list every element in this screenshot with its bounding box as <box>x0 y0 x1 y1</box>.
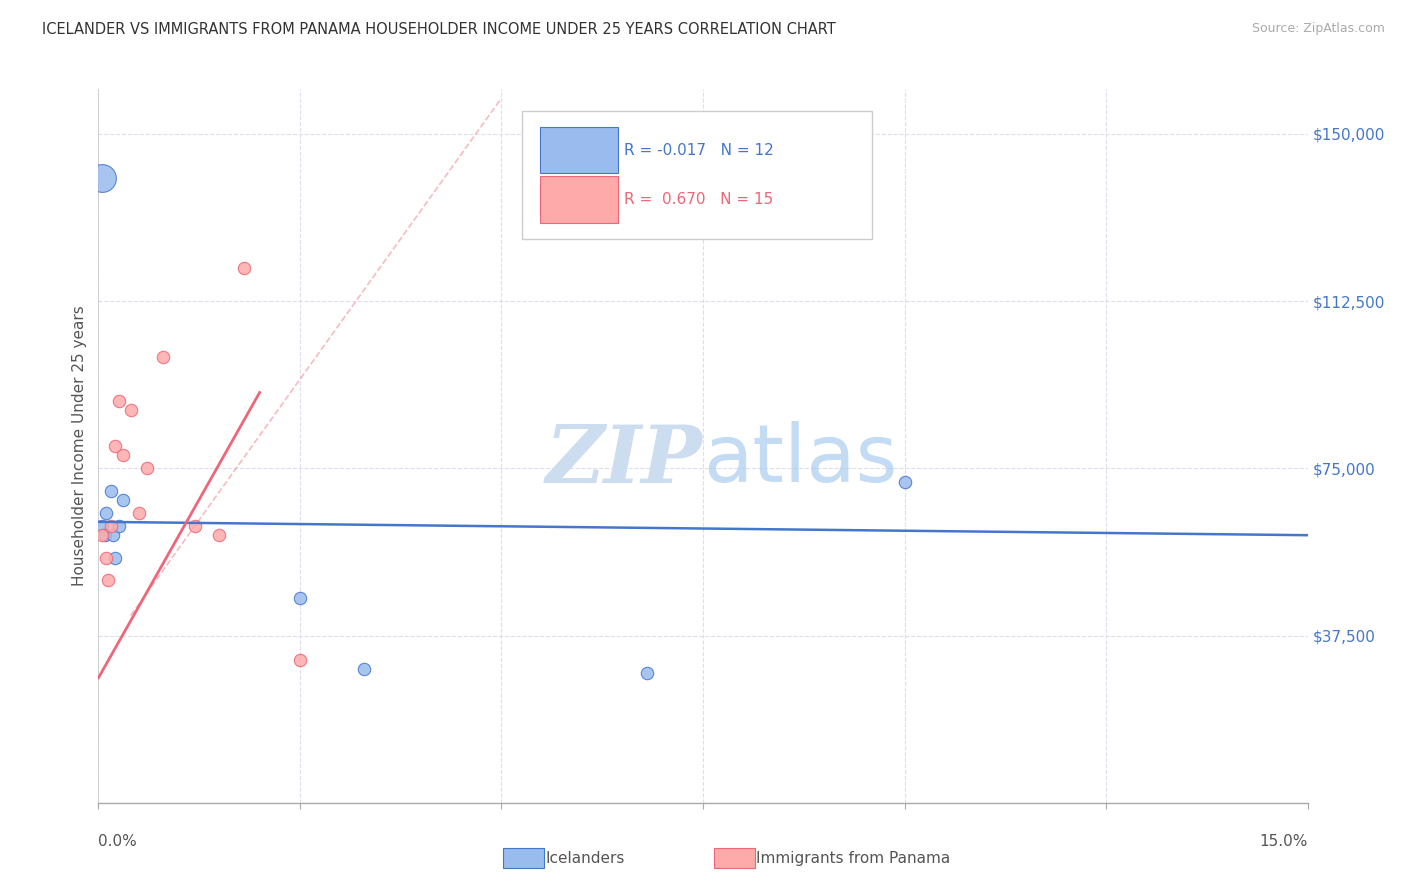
Point <box>232 260 254 275</box>
Point <box>107 394 129 409</box>
Point <box>103 439 125 453</box>
Point <box>103 550 125 565</box>
Point <box>120 403 142 417</box>
Point <box>94 528 117 542</box>
FancyBboxPatch shape <box>522 111 872 239</box>
Point <box>128 506 150 520</box>
Point <box>91 171 114 186</box>
Text: Icelanders: Icelanders <box>546 851 624 865</box>
Point <box>288 653 311 667</box>
Point <box>111 492 134 507</box>
Point <box>288 591 311 605</box>
Point <box>101 528 124 542</box>
Point <box>96 550 118 565</box>
Text: R = -0.017   N = 12: R = -0.017 N = 12 <box>624 143 775 158</box>
Point <box>636 666 658 681</box>
Text: ICELANDER VS IMMIGRANTS FROM PANAMA HOUSEHOLDER INCOME UNDER 25 YEARS CORRELATIO: ICELANDER VS IMMIGRANTS FROM PANAMA HOUS… <box>42 22 837 37</box>
Y-axis label: Householder Income Under 25 years: Householder Income Under 25 years <box>72 306 87 586</box>
Point <box>100 519 122 533</box>
Point <box>91 528 114 542</box>
Point <box>91 519 114 533</box>
Point <box>184 519 207 533</box>
Point <box>97 573 120 587</box>
FancyBboxPatch shape <box>540 127 619 173</box>
Point <box>208 528 231 542</box>
Text: atlas: atlas <box>703 421 897 500</box>
Point <box>152 350 174 364</box>
Point <box>893 475 915 489</box>
Point <box>96 506 118 520</box>
Point <box>135 461 157 475</box>
Text: Immigrants from Panama: Immigrants from Panama <box>756 851 950 865</box>
Text: R =  0.670   N = 15: R = 0.670 N = 15 <box>624 192 773 207</box>
Point <box>111 448 134 462</box>
Text: Source: ZipAtlas.com: Source: ZipAtlas.com <box>1251 22 1385 36</box>
Text: 15.0%: 15.0% <box>1260 834 1308 849</box>
Point <box>100 483 122 498</box>
Text: ZIP: ZIP <box>546 422 703 499</box>
Point <box>353 662 375 676</box>
Point <box>107 519 129 533</box>
Text: 0.0%: 0.0% <box>98 834 138 849</box>
FancyBboxPatch shape <box>540 177 619 223</box>
